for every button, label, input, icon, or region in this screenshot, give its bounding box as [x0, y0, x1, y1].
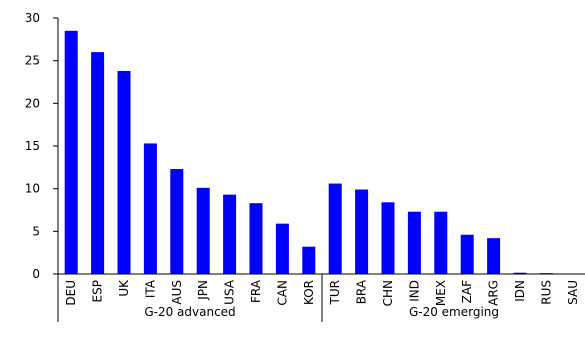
x-tick-label: FRA: [249, 279, 263, 303]
x-tick-label: CHN: [381, 280, 395, 306]
x-tick-label: BRA: [355, 279, 369, 304]
x-tick-label: RUS: [539, 280, 553, 305]
bar-tur: [328, 183, 342, 274]
bar-chn: [381, 202, 395, 274]
x-tick-label: MEX: [434, 280, 448, 306]
bar-esp: [91, 52, 105, 275]
bar-jpn: [196, 187, 210, 274]
x-tick-label: UK: [117, 279, 131, 297]
bar-ind: [407, 211, 421, 274]
bar-aus: [170, 169, 184, 274]
x-axis: DEU ESP UK ITA AUS JPN USA FRA CAN KOR TUR BRA CHN IN…: [58, 273, 585, 306]
bar-idn: [513, 272, 527, 274]
bar-fra: [249, 203, 263, 274]
y-tick-label: 25: [25, 54, 40, 68]
y-tick-label: 5: [32, 224, 40, 238]
x-tick-label: TUR: [328, 280, 342, 305]
x-tick-label: AUS: [170, 280, 184, 305]
bar-ita: [143, 143, 157, 274]
bar-uk: [117, 70, 131, 274]
x-tick-label: CAN: [275, 280, 289, 306]
x-tick-label: IND: [407, 280, 421, 302]
bar-bra: [355, 189, 369, 274]
bar-zaf: [460, 234, 474, 274]
group-label: G-20 emerging: [409, 305, 499, 319]
category-groups: G-20 advanced G-20 emerging: [57, 274, 499, 322]
bar-can: [275, 223, 289, 274]
bars: [64, 30, 553, 275]
y-tick-label: 20: [25, 96, 40, 110]
y-axis: 0 5 10 15 20 25 30: [25, 11, 59, 281]
x-tick-label: JPN: [196, 280, 210, 301]
bar-usa: [223, 194, 237, 274]
x-tick-label: USA: [223, 279, 237, 305]
x-tick-label: ESP: [91, 280, 105, 302]
y-tick-label: 10: [25, 182, 40, 196]
bar-deu: [64, 30, 78, 274]
bar-arg: [487, 238, 501, 274]
x-tick-label: SAU: [566, 280, 580, 305]
group-label: G-20 advanced: [144, 305, 235, 319]
y-tick-label: 0: [32, 267, 40, 281]
x-tick-label: ARG: [487, 280, 501, 306]
x-tick-label: ITA: [143, 279, 157, 298]
bar-kor: [302, 246, 316, 274]
y-tick-label: 30: [25, 11, 40, 25]
x-tick-label: KOR: [302, 280, 316, 305]
y-tick-label: 15: [25, 139, 40, 153]
bar-mex: [434, 211, 448, 274]
x-tick-label: DEU: [64, 280, 78, 306]
x-tick-label: IDN: [513, 280, 527, 302]
x-tick-label: ZAF: [460, 280, 474, 303]
